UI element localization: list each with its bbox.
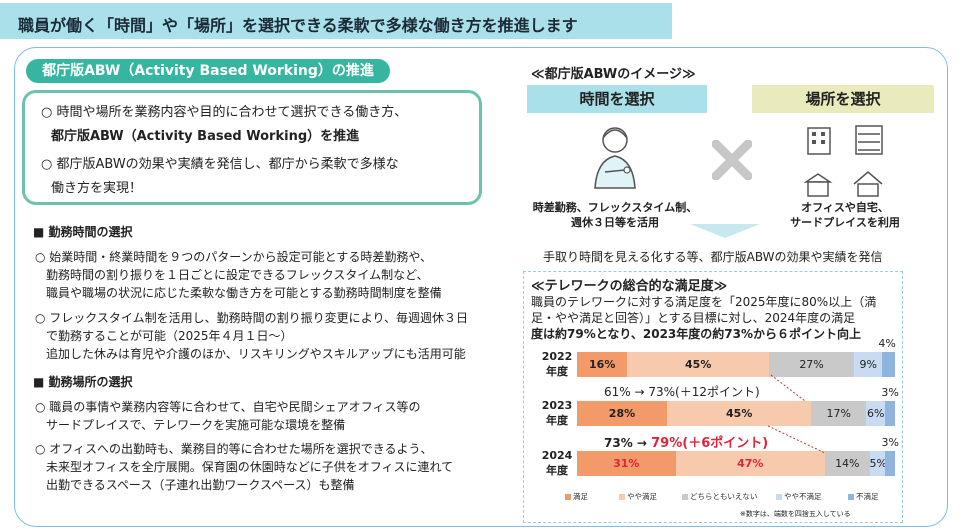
legend-swatch [776, 494, 782, 500]
legend-swatch [848, 494, 854, 500]
change-2022-2023: 61% → 73%(＋12ポイント) [604, 385, 760, 399]
data-label-2023-不満足: 3% [881, 386, 899, 399]
change-2023-2024: 73% → 79%(＋6ポイント) [604, 436, 769, 451]
time-p1a: ○ 始業時間・終業時間を９つのパターンから設定可能とする時差勤務や、 [35, 250, 432, 264]
legend-swatch [682, 494, 688, 500]
data-label-2024-不満足: 3% [881, 436, 899, 449]
bar-segment-2023-不満足 [885, 401, 895, 426]
place-caption-2: サードプレイスを利用 [790, 216, 900, 229]
place-select-label: 場所を選択 [752, 85, 934, 113]
abw-image-title: ≪都庁版ABWのイメージ≫ [531, 67, 696, 82]
rounding-note: ※数字は、端数を四捨五入している [740, 510, 851, 518]
bar-segment-2024-満足: 31% [577, 451, 676, 476]
time-select-label: 時間を選択 [527, 85, 707, 113]
trend-dashed-lines [767, 374, 826, 454]
time-p2c: 追加した休みは育児や介護のほか、リスキリングやスキルアップにも活用可能 [46, 347, 466, 361]
legend-item-不満足: 不満足 [848, 491, 879, 502]
time-caption-2: 週休３日等を活用 [571, 216, 659, 229]
down-arrow-icon [690, 224, 760, 238]
satisfaction-desc-3: 度は約79%となり、2023年度の約73%から６ポイント向上 [531, 327, 862, 341]
abw-bottom-caption: 手取り時間を見える化する等、都庁版ABWの効果や実績を発信 [543, 250, 883, 264]
legend-item-どちらともいえない: どちらともいえない [682, 491, 757, 502]
satisfaction-title: ≪テレワークの総合的な満足度≫ [531, 279, 728, 294]
data-label-2022-不満足: 4% [878, 337, 896, 350]
bar-segment-2023-満足: 28% [577, 401, 667, 426]
year-label-2024: 2024 年度 [541, 449, 573, 477]
abw-line-2: 都庁版ABW（Activity Based Working）を推進 [51, 129, 360, 144]
bar-segment-2024-やや不満足: 5% [869, 451, 887, 476]
abw-summary-box: ○ 時間や場所を業務内容や目的に合わせて選択できる働き方、 都庁版ABW（Act… [22, 90, 482, 205]
abw-line-3: ○ 都庁版ABWの効果や実績を発信し、都庁から柔軟で多様な [41, 157, 399, 172]
place-p1a: ○ 職員の事情や業務内容等に合わせて、自宅や民間シェアオフィス等の [35, 400, 421, 414]
time-caption-1: 時差勤務、フレックスタイム制、 [532, 201, 698, 214]
title-bar [0, 3, 672, 39]
bar-segment-2024-どちらともいえない: 14% [825, 451, 870, 476]
satisfaction-desc-1: 職員のテレワークに対する満足度を「2025年度に80%以上（満 [531, 295, 877, 309]
place-caption-1: オフィスや自宅、 [801, 201, 889, 214]
worker-checking-watch-icon [594, 127, 636, 189]
bar-segment-2023-やや不満足: 6% [866, 401, 886, 426]
bar-segment-2024-やや満足: 47% [675, 451, 826, 476]
year-label-2022: 2022 年度 [541, 350, 573, 378]
legend-item-満足: 満足 [565, 491, 588, 502]
bar-segment-2022-満足: 16% [577, 352, 628, 377]
place-section-heading: ■ 勤務場所の選択 [33, 375, 133, 389]
time-section-heading: ■ 勤務時間の選択 [33, 225, 133, 239]
time-p2b: で勤務することが可能（2025年４月１日～） [46, 329, 293, 343]
abw-heading-pill: 都庁版ABW（Activity Based Working）の推進 [26, 59, 390, 83]
legend-item-やや不満足: やや不満足 [776, 491, 822, 502]
place-p2a: ○ オフィスへの出勤時も、業務目的等に合わせた場所を選択できるよう、 [35, 442, 433, 456]
bar-segment-2024-不満足 [885, 451, 895, 476]
office-buildings-icon [807, 125, 883, 155]
time-p1c: 職員や職場の状況に応じた柔軟な働き方を可能とする勤務時間制度を整備 [46, 286, 442, 300]
satisfaction-desc-2: 足・やや満足と回答）」とする目標に対し、2024年度の満足 [531, 311, 856, 325]
cross-icon [712, 140, 752, 180]
page-title: 職員が働く「時間」や「場所」を選択できる柔軟で多様な働き方を推進します [18, 16, 578, 35]
time-p1b: 勤務時間の割り振りを１日ごとに設定できるフレックスタイム制など、 [46, 268, 429, 282]
bar-segment-2022-どちらともいえない: 27% [769, 352, 855, 377]
satisfaction-frame [523, 271, 903, 523]
legend-item-やや満足: やや満足 [619, 491, 657, 502]
year-label-2023: 2023 年度 [541, 399, 573, 427]
shop-and-home-icon [803, 171, 883, 197]
bar-segment-2023-どちらともいえない: 17% [811, 401, 867, 426]
legend-swatch [619, 494, 625, 500]
bar-segment-2022-やや不満足: 9% [854, 352, 883, 377]
bar-segment-2023-やや満足: 45% [666, 401, 812, 426]
time-p2a: ○ フレックスタイム制を活用し、勤務時間の割り振り変更により、毎週週休３日 [35, 311, 468, 325]
abw-line-4: 働き方を実現！ [51, 181, 143, 196]
bar-segment-2022-不満足 [882, 352, 895, 377]
bar-segment-2022-やや満足: 45% [627, 352, 770, 377]
place-p1b: サードプレイスで、テレワークを実施可能な環境を整備 [46, 418, 346, 432]
legend-swatch [565, 494, 571, 500]
main-frame [14, 47, 948, 527]
place-p2c: 出勤できるスペース（子連れ出勤ワークスペース）も整備 [46, 478, 355, 492]
abw-line-1: ○ 時間や場所を業務内容や目的に合わせて選択できる働き方、 [41, 105, 408, 120]
place-p2b: 未来型オフィスを全庁展開。保育園の休園時などに子供をオフィスに連れて [46, 460, 454, 474]
